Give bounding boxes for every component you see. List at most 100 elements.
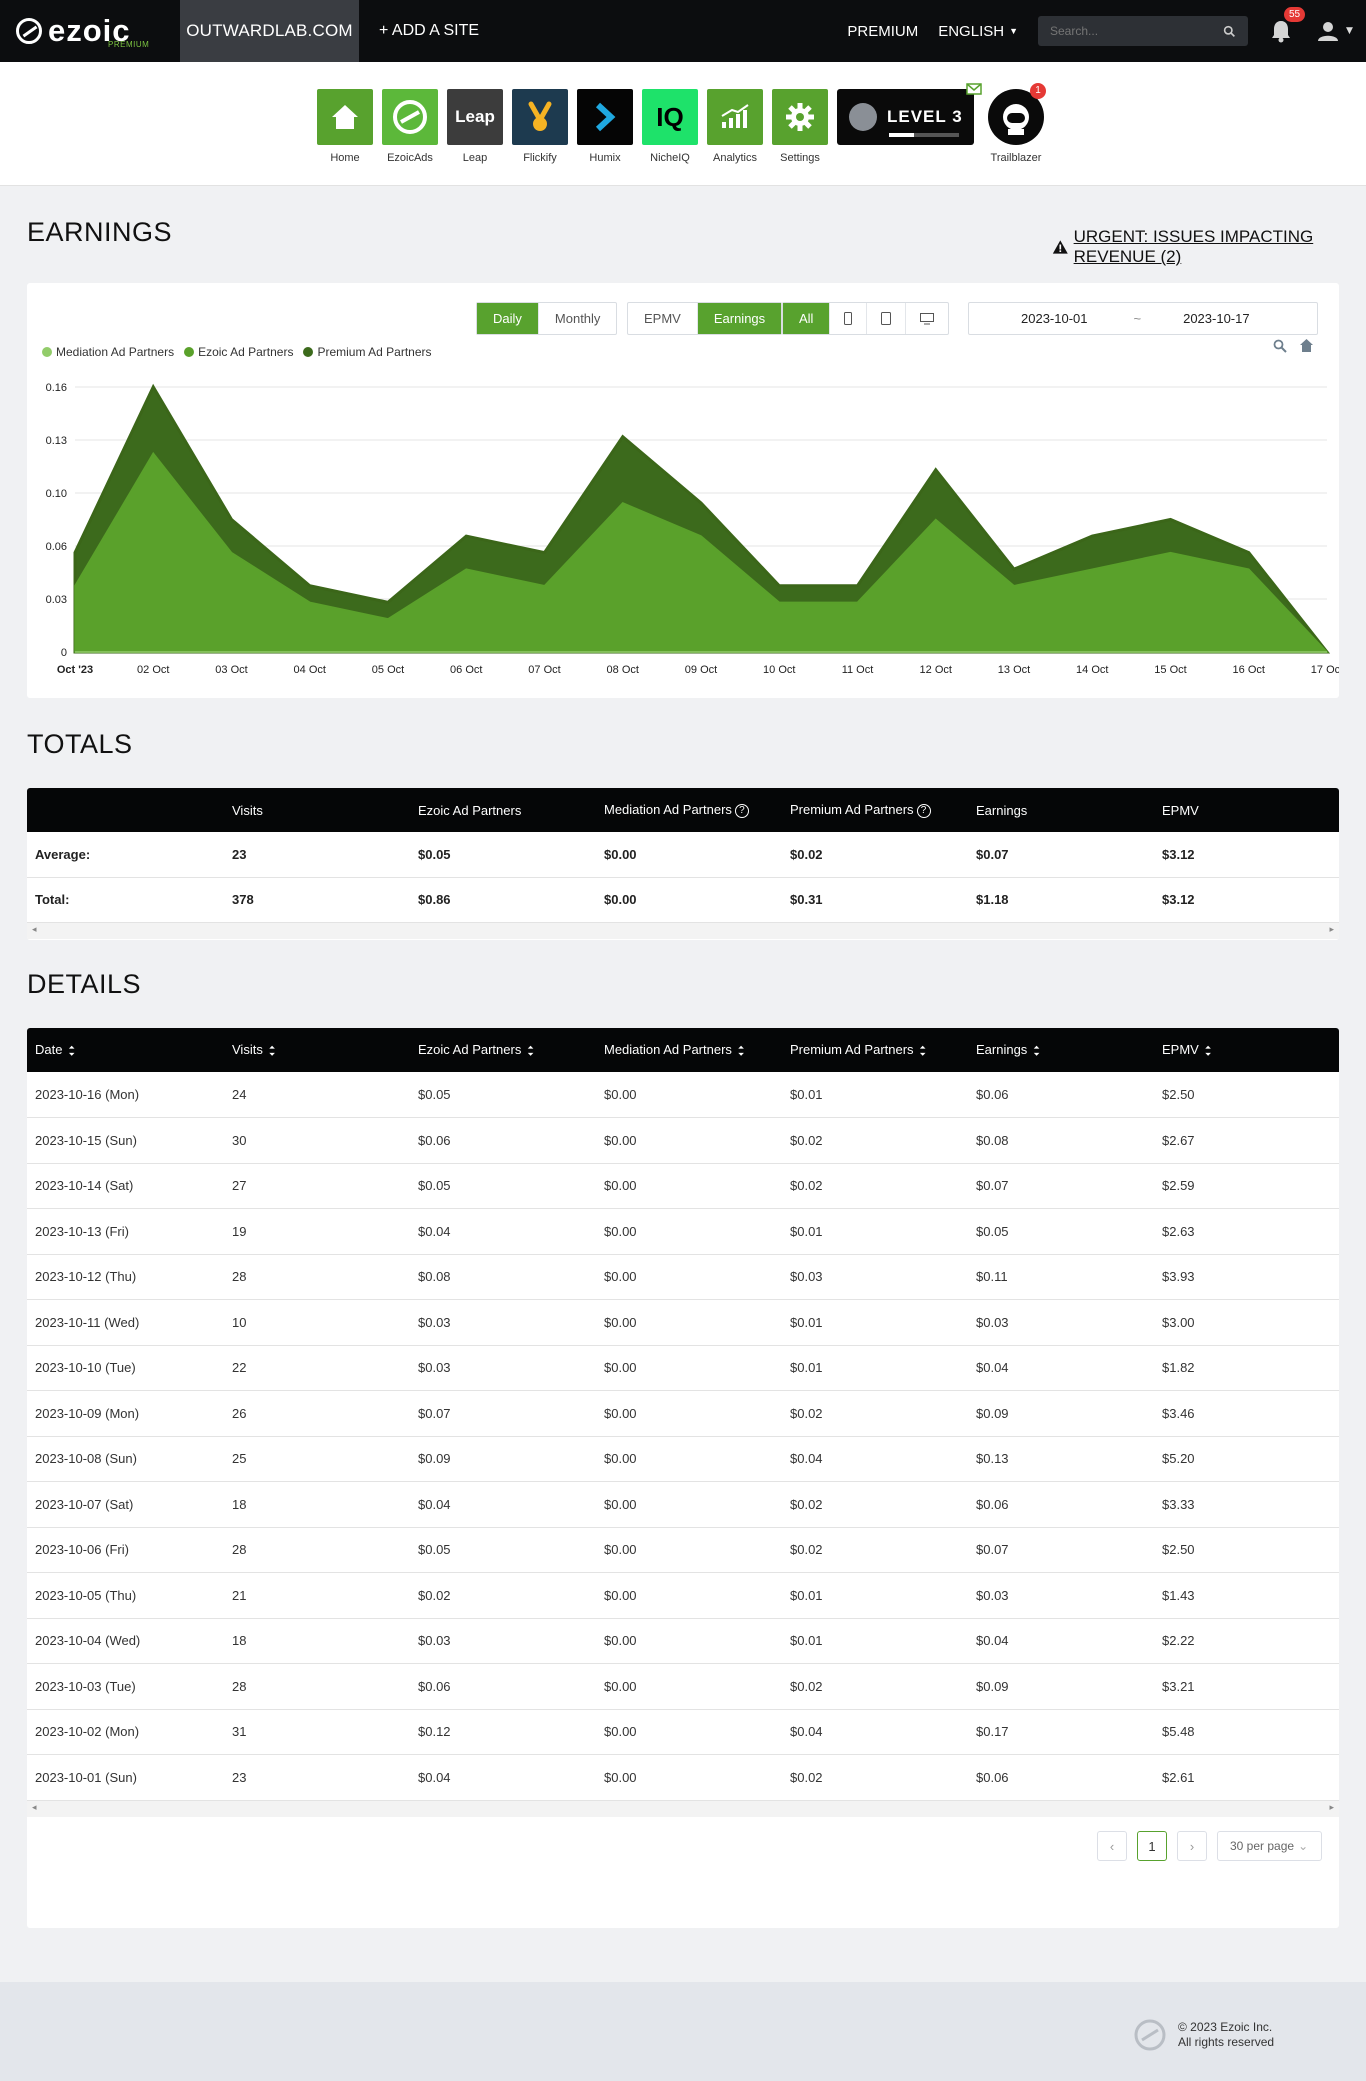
column-header: Visits [224,788,410,832]
column-header[interactable]: Earnings ⏶ ⏷ [968,1028,1154,1072]
table-cell: 2023-10-04 (Wed) [35,1633,141,1649]
search-icon[interactable] [1223,25,1236,38]
app-home[interactable]: Home [317,89,373,164]
help-icon[interactable]: ? [916,803,931,818]
table-cell: $1.82 [1162,1360,1195,1376]
table-cell: $0.11 [976,1269,1008,1285]
next-page-button[interactable]: › [1177,1831,1207,1861]
column-header[interactable]: Visits ⏶ ⏷ [224,1028,410,1072]
app-ezoicads[interactable]: EzoicAds [382,89,438,164]
table-cell: $0.03 [418,1360,451,1376]
table-cell: $0.04 [790,1724,823,1740]
monthly-button[interactable]: Monthly [554,311,601,326]
daily-button[interactable]: Daily [477,303,539,334]
date-from[interactable]: 2023-10-01 [1021,311,1088,326]
table-cell: $0.04 [976,1360,1009,1376]
sort-icon[interactable]: ⏶ ⏷ [68,1042,75,1059]
table-cell: $0.05 [418,1178,451,1194]
legend-item[interactable]: Ezoic Ad Partners [184,345,293,359]
app-humix[interactable]: Humix [577,89,633,164]
site-selector[interactable]: OUTWARDLAB.COM [180,0,359,62]
date-to[interactable]: 2023-10-17 [1183,311,1250,326]
app-nicheiq[interactable]: IQ NicheIQ [642,89,698,164]
scroll-left-arrow[interactable]: ◂ [32,924,37,935]
scroll-right-arrow[interactable]: ▸ [1329,1802,1334,1813]
per-page-label: 30 per page [1230,1839,1295,1853]
per-page-select[interactable]: 30 per page ⌄ [1217,1831,1322,1861]
sort-icon[interactable]: ⏶ ⏷ [527,1042,534,1059]
sort-icon[interactable]: ⏶ ⏷ [737,1042,745,1059]
table-cell: $3.46 [1162,1405,1195,1421]
desktop-button[interactable] [906,303,948,334]
scroll-right-arrow[interactable]: ▸ [1329,924,1334,935]
epmv-button[interactable]: EPMV [628,303,698,334]
sort-icon[interactable]: ⏶ ⏷ [919,1042,926,1059]
details-card: Date ⏶ ⏷ Visits ⏶ ⏷ Ezoic Ad Partners ⏶ ⏷ Mediati… [27,1028,1339,1928]
horizontal-scrollbar[interactable]: ◂ ▸ [27,922,1339,939]
user-menu[interactable]: ▼ [1316,16,1356,46]
details-table: Date ⏶ ⏷ Visits ⏶ ⏷ Ezoic Ad Partners ⏶ ⏷ Mediati… [27,1028,1339,1801]
column-header[interactable]: Mediation Ad Partners ⏶ ⏷ [596,1028,782,1072]
table-cell: $0.04 [418,1769,451,1785]
table-cell: $5.20 [1162,1451,1195,1467]
column-header[interactable]: EPMV ⏶ ⏷ [1154,1028,1339,1072]
column-header[interactable]: Premium Ad Partners ⏶ ⏷ [782,1028,968,1072]
reset-home-icon[interactable] [1299,338,1314,353]
prev-page-button[interactable]: ‹ [1097,1831,1127,1861]
sort-icon[interactable]: ⏶ ⏷ [268,1042,276,1059]
search-input[interactable] [1050,24,1223,38]
app-settings[interactable]: Settings [772,89,828,164]
date-range-picker[interactable]: 2023-10-01 ~ 2023-10-17 [968,302,1318,335]
table-cell: 24 [232,1087,247,1102]
table-cell: $0.86 [418,892,451,907]
area-series-ezoic-ad-partners[interactable] [74,451,1329,653]
table-row: 2023-10-04 (Wed) 18 $0.03 $0.00 $0.01 $0.04 $2… [27,1618,1339,1664]
sort-icon[interactable]: ⏶ ⏷ [1033,1042,1040,1059]
table-cell: 27 [232,1178,247,1194]
earnings-button[interactable]: Earnings [697,303,782,334]
language-dropdown[interactable]: ENGLISH ▼ [938,23,1018,40]
x-tick-label: 16 Oct [1233,664,1265,676]
legend-item[interactable]: Premium Ad Partners [303,345,432,359]
urgent-issues-link[interactable]: URGENT: ISSUES IMPACTING REVENUE (2) [1052,227,1366,267]
y-tick-label: 0.13 [46,435,67,447]
notifications-bell[interactable]: 55 [1270,7,1306,43]
add-site-link[interactable]: + ADD A SITE [379,22,480,39]
page-number[interactable]: 1 [1137,1831,1167,1861]
totals-title: TOTALS [27,729,133,759]
ezoic-logo[interactable]: ezoic PREMIUM [0,0,180,62]
table-cell: $0.00 [604,892,637,907]
table-cell: $0.02 [790,1542,823,1558]
table-row: 2023-10-11 (Wed) 10 $0.03 $0.00 $0.01 $0.03 $3… [27,1300,1339,1345]
legend-item[interactable]: Mediation Ad Partners [42,345,174,359]
column-header: Premium Ad Partners? [782,788,968,832]
x-tick-label: 06 Oct [450,664,482,676]
trailblazer-badge[interactable]: 1 Trailblazer [986,83,1046,164]
column-header[interactable]: Ezoic Ad Partners ⏶ ⏷ [410,1028,596,1072]
table-cell: $0.05 [418,1087,451,1102]
premium-link[interactable]: PREMIUM [847,22,919,40]
column-header[interactable]: Date ⏶ ⏷ [27,1028,224,1072]
table-row: 2023-10-12 (Thu) 28 $0.08 $0.00 $0.03 $0.11 $3… [27,1254,1339,1300]
earnings-title: EARNINGS [27,217,173,247]
app-leap[interactable]: Leap Leap [447,89,503,164]
scroll-left-arrow[interactable]: ◂ [32,1802,37,1813]
zoom-icon[interactable] [1273,339,1287,353]
mail-icon[interactable] [966,83,982,95]
footer: © 2023 Ezoic Inc. All rights reserved [0,1982,1366,2081]
app-flickify[interactable]: Flickify [512,89,568,164]
tablet-button[interactable] [867,303,907,334]
app-analytics[interactable]: Analytics [707,89,763,164]
mobile-button[interactable] [830,303,868,334]
table-cell: $0.01 [790,1633,823,1649]
table-cell: 2023-10-11 (Wed) [35,1314,140,1330]
horizontal-scrollbar[interactable]: ◂ ▸ [27,1800,1339,1817]
help-icon[interactable]: ? [734,803,749,818]
level-badge[interactable]: LEVEL 3 [837,83,982,145]
table-row: 2023-10-09 (Mon) 26 $0.07 $0.00 $0.02 $0.09 $3… [27,1391,1339,1436]
table-cell: $0.00 [604,1724,637,1740]
table-cell: $0.00 [604,1087,637,1102]
all-devices-button[interactable]: All [783,303,831,334]
table-cell: 18 [232,1496,247,1512]
sort-icon[interactable]: ⏶ ⏷ [1204,1042,1212,1059]
